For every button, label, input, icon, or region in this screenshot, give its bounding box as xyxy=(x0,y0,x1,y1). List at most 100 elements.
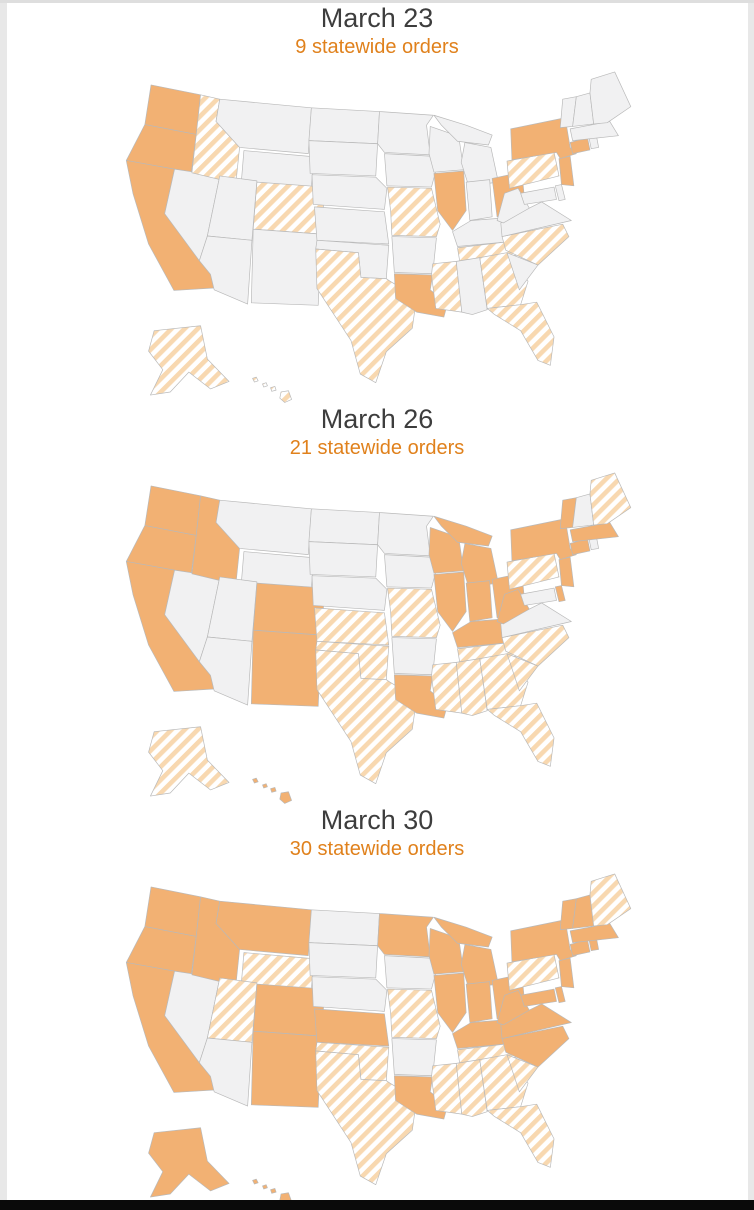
state-MD xyxy=(520,587,557,606)
state-IL xyxy=(433,972,467,1033)
state-MS xyxy=(431,260,463,313)
state-AR xyxy=(391,236,437,274)
state-MN xyxy=(377,511,434,556)
state-SD xyxy=(308,140,378,177)
state-IL xyxy=(433,170,467,231)
panel-title: March 30 xyxy=(320,804,434,835)
state-AL xyxy=(455,257,488,315)
state-MS xyxy=(431,661,463,714)
state-AR xyxy=(391,1037,437,1076)
state-NE xyxy=(311,575,388,611)
state-DE xyxy=(554,985,566,1003)
state-AZ xyxy=(198,636,253,706)
state-AK xyxy=(148,325,230,396)
state-ND xyxy=(308,909,380,946)
state-HI xyxy=(279,791,292,804)
state-HI xyxy=(270,1187,277,1194)
state-ND xyxy=(308,508,380,545)
state-SC xyxy=(506,653,539,691)
state-ND xyxy=(308,107,380,144)
state-NE xyxy=(311,174,388,210)
state-FL xyxy=(486,1103,555,1168)
state-MO xyxy=(387,587,441,638)
state-HI xyxy=(279,390,292,403)
state-NJ xyxy=(558,155,575,187)
state-IA xyxy=(384,954,437,989)
state-IN xyxy=(465,980,493,1023)
panel-subtitle: 9 statewide orders xyxy=(295,35,459,58)
state-HI xyxy=(262,382,268,388)
state-AZ xyxy=(198,1037,253,1106)
state-HI xyxy=(252,1178,259,1184)
state-FL xyxy=(486,301,555,366)
state-AZ xyxy=(198,235,253,305)
state-MO xyxy=(387,988,441,1039)
panel-subtitle: 30 statewide orders xyxy=(289,837,465,860)
state-MT xyxy=(215,900,312,956)
state-DE xyxy=(554,184,566,201)
state-IN xyxy=(465,179,493,221)
us-map-svg xyxy=(125,472,632,804)
state-KS xyxy=(314,607,390,646)
us-map-svg xyxy=(125,71,632,403)
state-IN xyxy=(465,580,493,622)
us-map-march-23 xyxy=(117,63,637,404)
state-NM xyxy=(250,629,322,707)
state-AR xyxy=(391,636,437,675)
state-FL xyxy=(486,702,555,767)
bottom-bar xyxy=(0,1200,754,1210)
state-MT xyxy=(215,98,312,154)
state-NM xyxy=(250,228,322,306)
state-AL xyxy=(455,658,488,716)
state-HI xyxy=(252,777,259,784)
state-ME xyxy=(589,71,632,125)
state-NC xyxy=(501,1025,570,1067)
state-MO xyxy=(387,186,441,237)
state-MS xyxy=(431,1062,463,1115)
state-HI xyxy=(270,385,277,392)
state-IA xyxy=(384,554,437,589)
state-DE xyxy=(554,584,566,602)
state-SD xyxy=(308,941,378,978)
state-TX xyxy=(315,1050,417,1185)
panel-title: March 26 xyxy=(320,403,434,434)
state-NJ xyxy=(558,957,575,988)
state-NM xyxy=(250,1030,322,1108)
us-map-march-26 xyxy=(117,464,637,805)
page-edge-top xyxy=(0,0,754,3)
page-edge-right xyxy=(748,0,754,1210)
us-map-svg xyxy=(125,873,632,1205)
state-NC xyxy=(501,624,570,667)
state-NC xyxy=(501,223,570,266)
state-MT xyxy=(215,499,312,555)
state-MN xyxy=(377,111,434,156)
state-MD xyxy=(520,186,557,205)
state-HI xyxy=(262,783,268,789)
panel-title: March 23 xyxy=(320,3,434,33)
page-edge-left xyxy=(0,0,7,1210)
state-KS xyxy=(314,206,390,245)
state-HI xyxy=(252,376,259,383)
state-SD xyxy=(308,541,378,577)
us-map-march-30 xyxy=(117,865,637,1206)
state-MI xyxy=(433,916,493,947)
state-IL xyxy=(433,571,467,632)
panel-march-30: March 30 30 statewide orders xyxy=(0,805,754,1206)
state-AK xyxy=(148,1126,230,1197)
panel-march-26: March 26 21 statewide orders xyxy=(0,404,754,805)
state-AK xyxy=(148,726,230,797)
state-KS xyxy=(314,1008,390,1046)
state-MN xyxy=(377,912,434,957)
state-NJ xyxy=(558,556,575,587)
panel-subtitle: 21 statewide orders xyxy=(289,436,465,459)
state-HI xyxy=(270,786,277,793)
state-MD xyxy=(520,988,557,1007)
state-SC xyxy=(506,1053,539,1092)
state-AL xyxy=(455,1058,488,1117)
state-TX xyxy=(315,649,417,784)
state-MI xyxy=(433,515,493,547)
state-MI xyxy=(433,114,493,146)
state-HI xyxy=(262,1183,268,1189)
panel-march-23: March 23 9 statewide orders xyxy=(0,3,754,404)
